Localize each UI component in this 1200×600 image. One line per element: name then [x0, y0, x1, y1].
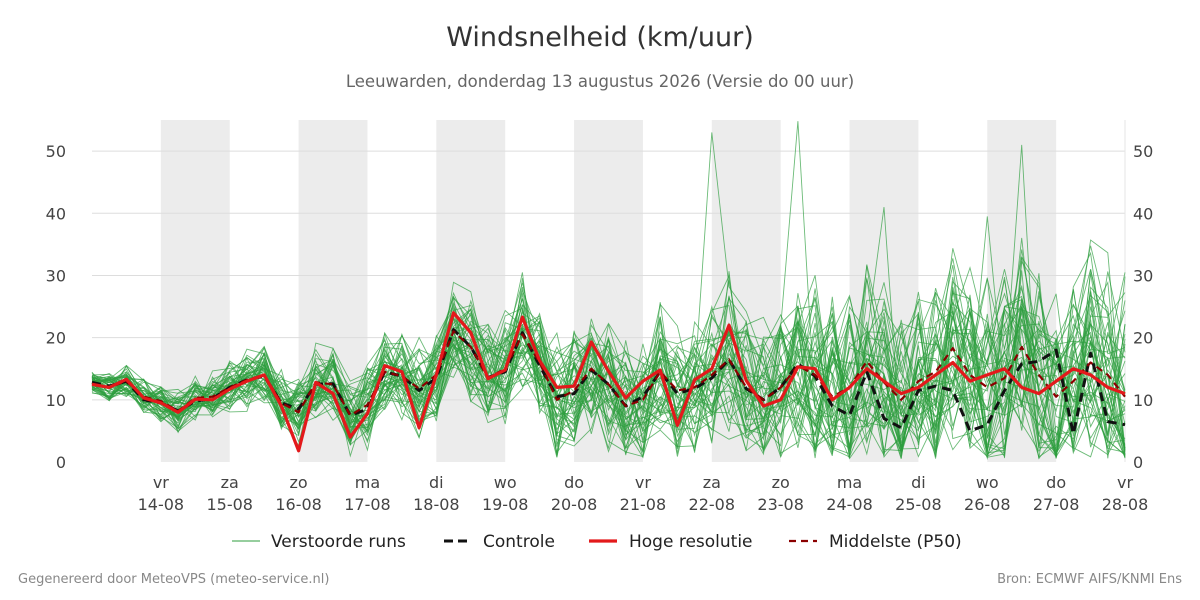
x-tick-day-9: zo: [772, 473, 790, 492]
x-tick-date-10: 24-08: [826, 495, 873, 514]
x-tick-day-11: di: [911, 473, 926, 492]
series-hoge-resolutie: [91, 311, 1126, 453]
x-tick-day-13: do: [1046, 473, 1066, 492]
perturbed-run-37: [91, 255, 1126, 459]
x-tick-day-10: ma: [837, 473, 862, 492]
perturbed-run-44: [91, 277, 1126, 459]
x-tick-date-7: 21-08: [620, 495, 667, 514]
x-tick-day-1: za: [221, 473, 239, 492]
x-tick-date-13: 27-08: [1033, 495, 1080, 514]
y-axis-right: 0 10 20 30 40 50: [1133, 142, 1153, 472]
band-2: [436, 120, 506, 462]
y-tick-left-50: 50: [46, 142, 66, 161]
wind-speed-chart: 0 10 20 30 40 50 0 10 20 30 40 50 vr 14-08 za 15-08 zo…: [46, 120, 1153, 552]
y-tick-left-10: 10: [46, 391, 66, 410]
y-tick-left-20: 20: [46, 329, 66, 348]
x-tick-day-2: zo: [290, 473, 308, 492]
perturbed-run-48: [91, 280, 1126, 459]
y-tick-right-50: 50: [1133, 142, 1153, 161]
x-tick-date-0: 14-08: [138, 495, 185, 514]
perturbed-run-33: [91, 299, 1126, 456]
x-tick-day-12: wo: [976, 473, 999, 492]
x-tick-day-3: ma: [355, 473, 380, 492]
x-tick-day-8: za: [703, 473, 721, 492]
x-axis: vr 14-08 za 15-08 zo 16-08 ma 17-08 di 18-08 wo 19-…: [138, 473, 1149, 514]
perturbed-run-46: [91, 265, 1126, 461]
x-tick-day-0: vr: [153, 473, 169, 492]
y-tick-right-40: 40: [1133, 204, 1153, 223]
y-tick-left-0: 0: [56, 453, 66, 472]
perturbed-run-24: [91, 290, 1126, 452]
y-tick-right-20: 20: [1133, 329, 1153, 348]
legend: Verstoorde runs Controle Hoge resolutie Mid…: [232, 532, 962, 552]
x-tick-date-12: 26-08: [964, 495, 1011, 514]
chart-title: Windsnelheid (km/uur): [446, 22, 754, 53]
x-tick-date-9: 23-08: [757, 495, 804, 514]
perturbed-run-43: [91, 271, 1126, 452]
x-tick-day-14: vr: [1117, 473, 1133, 492]
footer-generated-by: Gegenereerd door MeteoVPS (meteo-service…: [18, 572, 330, 587]
x-tick-date-6: 20-08: [551, 495, 598, 514]
perturbed-runs: [91, 121, 1126, 461]
y-tick-right-30: 30: [1133, 266, 1153, 285]
y-axis-left: 0 10 20 30 40 50: [46, 142, 66, 472]
legend-label-2: Hoge resolutie: [629, 532, 753, 552]
legend-label-1: Controle: [483, 532, 555, 552]
footer-source: Bron: ECMWF AIFS/KNMI Ens: [997, 572, 1182, 587]
x-tick-date-4: 18-08: [413, 495, 460, 514]
chart-subtitle: Leeuwarden, donderdag 13 augustus 2026 (…: [345, 72, 855, 91]
x-tick-day-7: vr: [635, 473, 651, 492]
y-tick-left-40: 40: [46, 204, 66, 223]
main-series: [91, 311, 1126, 453]
x-tick-date-1: 15-08: [206, 495, 253, 514]
perturbed-run-45: [91, 289, 1126, 457]
y-tick-right-10: 10: [1133, 391, 1153, 410]
legend-label-3: Middelste (P50): [829, 532, 962, 552]
x-tick-day-6: do: [564, 473, 584, 492]
x-tick-date-11: 25-08: [895, 495, 942, 514]
perturbed-run-40: [91, 276, 1126, 452]
x-tick-day-5: wo: [494, 473, 517, 492]
x-tick-date-14: 28-08: [1102, 495, 1149, 514]
series-middelste-p50-: [91, 330, 1126, 417]
x-tick-date-5: 19-08: [482, 495, 529, 514]
y-tick-right-0: 0: [1133, 453, 1143, 472]
x-tick-day-4: di: [429, 473, 444, 492]
perturbed-run-41: [91, 237, 1126, 446]
legend-label-0: Verstoorde runs: [271, 532, 406, 552]
y-tick-left-30: 30: [46, 266, 66, 285]
perturbed-run-39: [91, 279, 1126, 454]
x-tick-date-8: 22-08: [689, 495, 736, 514]
perturbed-run-49: [91, 248, 1126, 457]
x-tick-date-2: 16-08: [275, 495, 322, 514]
x-tick-date-3: 17-08: [344, 495, 391, 514]
perturbed-run-42: [91, 275, 1126, 459]
